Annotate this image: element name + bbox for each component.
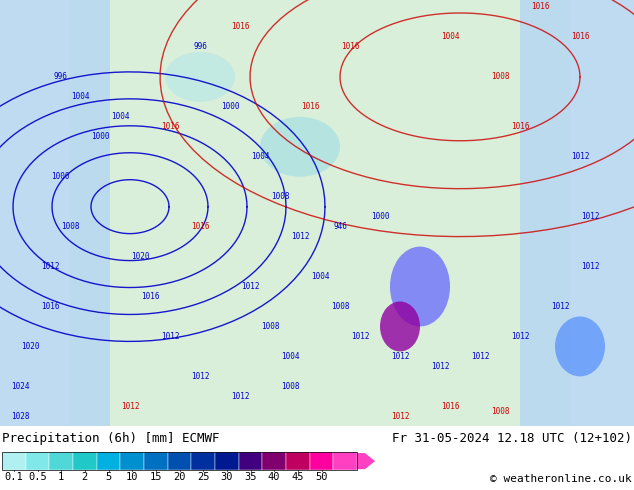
Text: 10: 10 [126,472,138,482]
Text: 996: 996 [53,73,67,81]
Text: 1016: 1016 [141,292,159,301]
Bar [96,452,120,470]
Ellipse shape [380,301,420,351]
Bar [191,452,215,470]
Bar [25,452,49,470]
Text: 1012: 1012 [231,392,249,401]
Text: 1016: 1016 [301,102,320,111]
Text: 1012: 1012 [511,332,529,341]
Text: 1028: 1028 [11,412,29,421]
Text: 1000: 1000 [221,102,239,111]
Ellipse shape [165,52,235,102]
Text: 50: 50 [315,472,328,482]
Text: 1008: 1008 [261,322,279,331]
Text: 1004: 1004 [311,272,329,281]
Text: 5: 5 [105,472,112,482]
Text: 1008: 1008 [281,382,299,391]
Text: 946: 946 [333,222,347,231]
Text: 1016: 1016 [340,43,359,51]
Text: 1008: 1008 [491,407,509,416]
Text: 1016: 1016 [41,302,59,311]
Text: Precipitation (6h) [mm] ECMWF: Precipitation (6h) [mm] ECMWF [2,432,219,445]
Text: 2: 2 [82,472,88,482]
Text: 1012: 1012 [391,412,410,421]
Text: 1016: 1016 [191,222,209,231]
Text: 1016: 1016 [531,2,549,11]
Text: 1012: 1012 [351,332,369,341]
Text: 1016: 1016 [441,402,459,411]
Ellipse shape [260,117,340,177]
Text: 1016: 1016 [571,32,589,42]
Text: 1004: 1004 [111,112,129,122]
Text: 1012: 1012 [241,282,259,291]
Text: 1012: 1012 [471,352,489,361]
Bar [144,452,167,470]
Text: 1012: 1012 [391,352,410,361]
Bar [262,452,286,470]
Text: 1008: 1008 [331,302,349,311]
Text: 1008: 1008 [271,192,289,201]
Text: 40: 40 [268,472,280,482]
Text: 1012: 1012 [191,372,209,381]
Text: 1020: 1020 [21,342,39,351]
Bar [49,452,73,470]
Text: 1012: 1012 [291,232,309,241]
Bar [2,452,25,470]
Text: © weatheronline.co.uk: © weatheronline.co.uk [490,474,632,484]
Text: Fr 31-05-2024 12.18 UTC (12+102): Fr 31-05-2024 12.18 UTC (12+102) [392,432,632,445]
Bar [73,452,96,470]
Text: 1008: 1008 [61,222,79,231]
Text: 1012: 1012 [41,262,59,271]
Text: 15: 15 [150,472,162,482]
Text: 1004: 1004 [281,352,299,361]
Bar [167,452,191,470]
Bar [215,452,238,470]
Text: 1008: 1008 [491,73,509,81]
Text: 1004: 1004 [251,152,269,161]
Bar [286,452,309,470]
Text: 1020: 1020 [131,252,149,261]
Text: 1012: 1012 [581,212,599,221]
FancyBboxPatch shape [0,0,110,426]
Bar [309,452,333,470]
Text: 1024: 1024 [11,382,29,391]
Text: 1012: 1012 [551,302,569,311]
Text: 0.1: 0.1 [4,472,23,482]
Text: 996: 996 [193,43,207,51]
FancyArrow shape [357,453,375,469]
Text: 1004: 1004 [441,32,459,42]
Bar [120,452,144,470]
Text: 20: 20 [173,472,186,482]
Bar [238,452,262,470]
Text: 1012: 1012 [430,362,450,371]
FancyBboxPatch shape [520,0,634,426]
Bar [2,452,357,470]
Text: 1004: 1004 [71,92,89,101]
Text: 1000: 1000 [91,132,109,141]
Text: 35: 35 [244,472,257,482]
Text: 1016: 1016 [511,122,529,131]
Text: 45: 45 [292,472,304,482]
Text: 1012: 1012 [161,332,179,341]
Text: 1012: 1012 [120,402,139,411]
Text: 25: 25 [197,472,209,482]
Ellipse shape [555,317,605,376]
Text: 0.5: 0.5 [28,472,47,482]
Text: 1000: 1000 [51,172,69,181]
Bar [333,452,357,470]
Text: 1016: 1016 [161,122,179,131]
Text: 30: 30 [221,472,233,482]
Text: 1016: 1016 [231,23,249,31]
Text: 1000: 1000 [371,212,389,221]
Text: 1012: 1012 [571,152,589,161]
Ellipse shape [390,246,450,326]
Text: 1012: 1012 [581,262,599,271]
FancyBboxPatch shape [70,0,570,436]
Text: 1: 1 [58,472,64,482]
